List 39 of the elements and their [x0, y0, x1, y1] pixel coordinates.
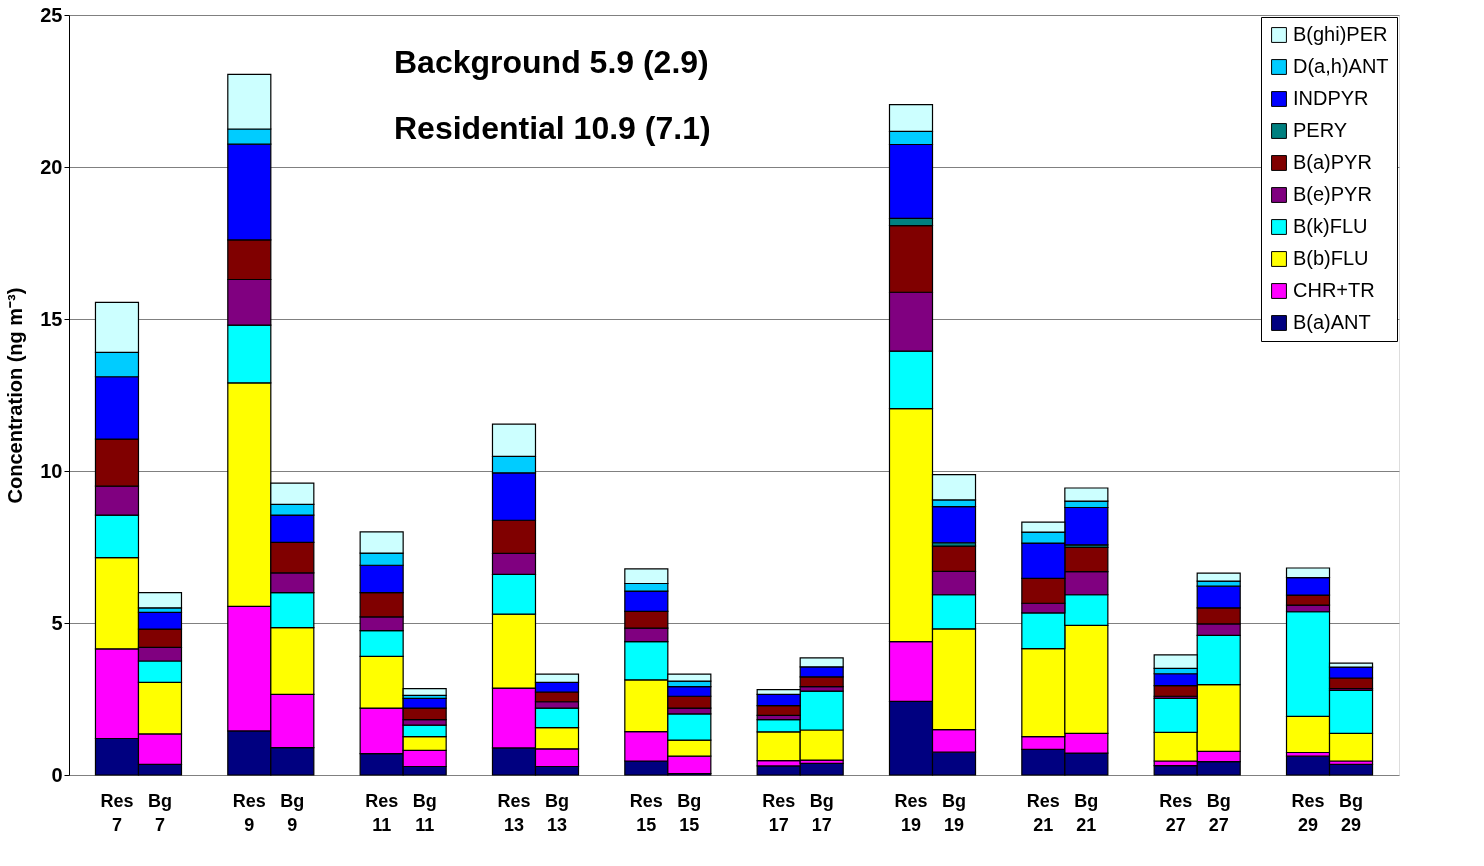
x-tick-label: Bg 27 — [1206, 791, 1231, 835]
x-tick-label: Bg 21 — [1074, 791, 1099, 835]
y-tick-label: 25 — [40, 3, 63, 26]
y-axis-title: Concentration (ng m⁻³) — [4, 287, 27, 504]
x-tick-label: Bg 29 — [1339, 791, 1364, 835]
y-tick-label: 20 — [40, 155, 63, 178]
y-tick-label: 15 — [40, 307, 63, 330]
y-tick-label: 5 — [51, 611, 63, 634]
y-tick-label: 0 — [51, 763, 63, 786]
x-tick-label: Res 27 — [1159, 791, 1193, 835]
legend-label: B(a)PYR — [1293, 151, 1372, 173]
x-tick-label: Bg 17 — [809, 791, 834, 835]
legend-label: CHR+TR — [1293, 279, 1375, 301]
x-tick-label: Res 19 — [894, 791, 928, 835]
x-tick-label: Bg 9 — [280, 791, 305, 835]
legend-label: B(ghi)PER — [1293, 23, 1388, 45]
x-tick-label: Res 29 — [1291, 791, 1325, 835]
legend-label: B(k)FLU — [1293, 215, 1368, 237]
legend-label: PERY — [1293, 119, 1348, 141]
x-tick-label: Bg 15 — [677, 791, 702, 835]
x-tick-label: Bg 11 — [412, 791, 437, 835]
x-tick-label: Bg 19 — [942, 791, 967, 835]
legend-label: INDPYR — [1293, 87, 1369, 109]
x-tick-label: Res 21 — [1026, 791, 1060, 835]
legend-label: D(a,h)ANT — [1293, 55, 1389, 77]
x-tick-label: Res 11 — [365, 791, 399, 835]
legend-label: B(a)ANT — [1293, 311, 1371, 333]
annotation: Residential 10.9 (7.1) — [394, 110, 711, 146]
x-tick-label: Res 9 — [232, 791, 266, 835]
x-tick-label: Res 17 — [762, 791, 796, 835]
y-tick-label: 10 — [40, 459, 63, 482]
legend-label: B(e)PYR — [1293, 183, 1372, 205]
x-tick-label: Bg 7 — [147, 791, 172, 835]
legend-label: B(b)FLU — [1293, 247, 1369, 269]
x-tick-label: Res 15 — [629, 791, 663, 835]
x-tick-label: Res 7 — [100, 791, 134, 835]
x-tick-label: Res 13 — [497, 791, 531, 835]
annotation: Background 5.9 (2.9) — [394, 44, 709, 80]
x-tick-label: Bg 13 — [545, 791, 569, 835]
